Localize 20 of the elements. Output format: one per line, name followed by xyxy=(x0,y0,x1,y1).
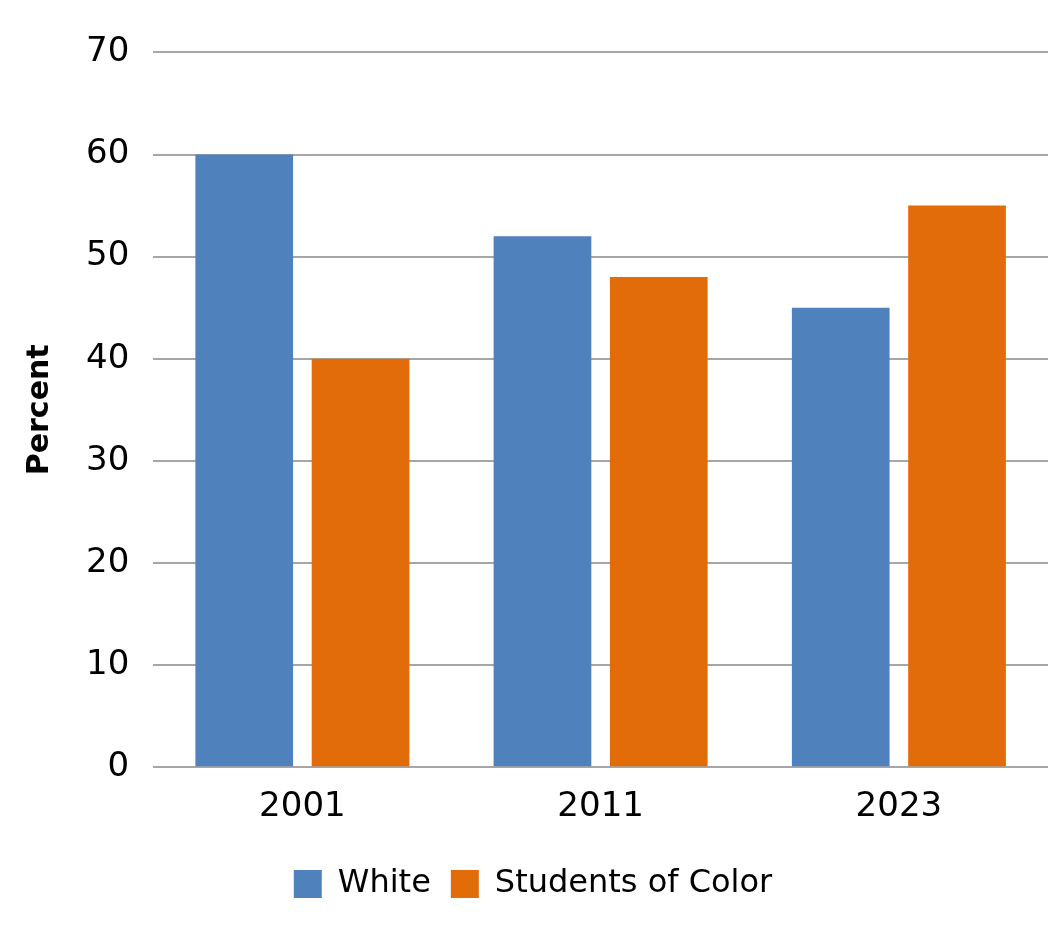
bar xyxy=(791,307,890,767)
bar xyxy=(908,205,1006,767)
y-tick-label: 40 xyxy=(86,335,130,376)
y-tick-label: 70 xyxy=(86,29,130,70)
bar xyxy=(195,154,294,767)
legend-label: White xyxy=(337,862,431,901)
y-tick-label: 30 xyxy=(86,437,130,478)
x-tick-label: 2011 xyxy=(557,784,644,825)
x-tick-label: 2001 xyxy=(259,784,346,825)
y-tick-label: 10 xyxy=(86,641,130,682)
x-tick-label: 2023 xyxy=(855,784,943,825)
bar xyxy=(311,358,410,767)
y-tick-label: 0 xyxy=(107,744,130,785)
y-axis-title: Percent xyxy=(19,344,55,476)
y-tick-label: 50 xyxy=(86,233,130,274)
y-tick-label: 60 xyxy=(86,131,130,172)
legend-label: Students of Color xyxy=(494,862,774,901)
y-tick-label: 20 xyxy=(86,539,130,580)
bar xyxy=(609,277,708,767)
bar xyxy=(493,236,592,767)
